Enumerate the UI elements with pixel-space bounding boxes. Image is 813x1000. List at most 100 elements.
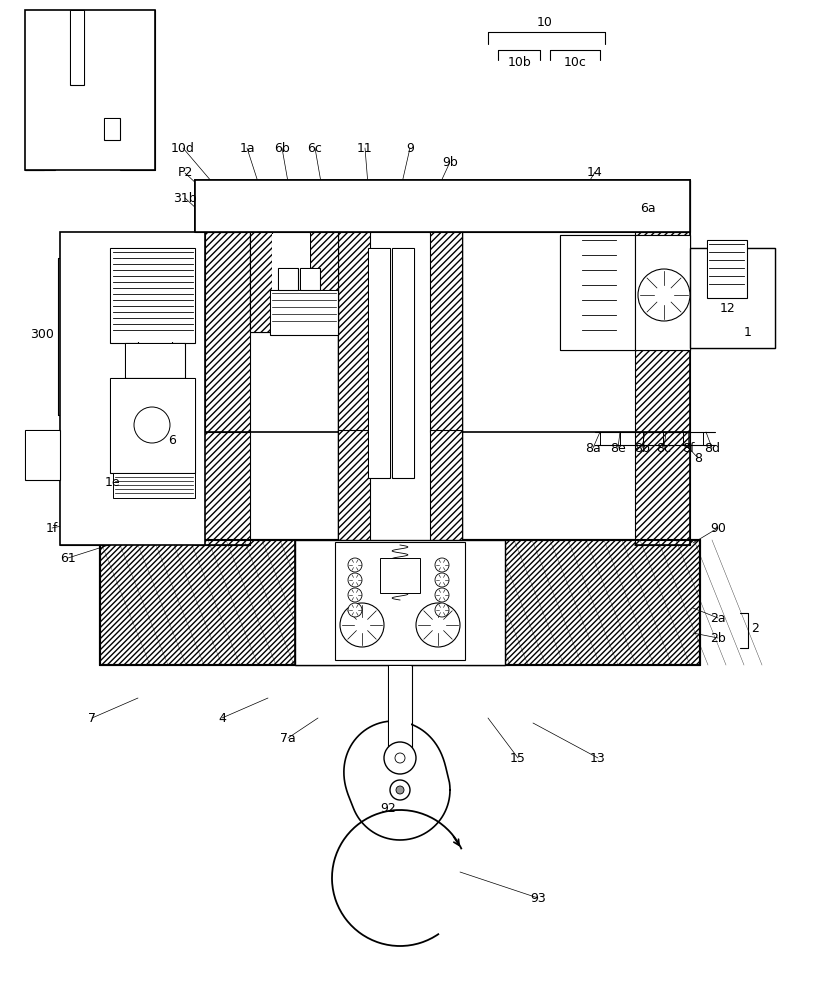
Circle shape [638,269,690,321]
Text: 2: 2 [751,621,759,635]
Bar [368,248,390,478]
Bar [335,542,465,660]
Bar [295,540,505,665]
Bar [580,237,618,348]
Bar [113,473,195,498]
Bar [310,232,338,332]
Text: 8a: 8a [585,442,601,454]
Bar [250,232,338,332]
Bar [270,290,338,335]
Circle shape [348,558,362,572]
Bar [705,250,763,346]
Text: 61: 61 [60,552,76,564]
Text: 6b: 6b [274,141,290,154]
Bar [335,542,465,663]
Text: 14: 14 [587,165,603,178]
Text: 2b: 2b [710,632,726,645]
Bar [300,268,320,290]
Text: 12: 12 [720,302,736,314]
Text: 10c: 10c [563,56,586,70]
Text: 1: 1 [744,326,752,340]
Text: 8f: 8f [682,442,694,454]
Bar [392,248,414,478]
Bar [26,431,59,479]
Bar [635,235,690,350]
Bar [381,559,419,592]
Bar [369,249,390,477]
Bar [195,180,690,232]
Circle shape [435,573,449,587]
Bar [690,248,775,348]
Bar [125,343,185,378]
Bar [430,232,462,432]
Circle shape [348,603,362,617]
Bar [640,180,690,232]
Bar [60,232,110,545]
Bar [195,232,250,432]
Bar [240,182,650,230]
Bar [25,430,60,480]
Bar [690,248,775,348]
Text: 15: 15 [510,752,526,764]
Text: 8d: 8d [704,442,720,454]
Bar [25,10,55,170]
Text: 11: 11 [357,141,373,154]
Bar [388,665,412,765]
Circle shape [340,603,384,647]
Circle shape [134,407,170,443]
Text: 8e: 8e [610,442,626,454]
Bar [111,249,195,342]
Bar [110,378,195,473]
Text: 1e: 1e [104,477,120,489]
Bar [25,10,155,170]
Bar [195,232,205,432]
Text: 1a: 1a [239,141,254,154]
Bar [110,234,195,543]
Text: 9b: 9b [442,155,458,168]
Bar [430,232,462,545]
Circle shape [390,780,410,800]
Bar [195,180,240,232]
Text: 300: 300 [30,328,54,342]
Bar [272,234,310,332]
Bar [635,232,690,432]
Bar [338,232,370,545]
Bar [278,268,298,290]
Text: 6a: 6a [640,202,656,215]
Bar [708,241,746,297]
Circle shape [435,603,449,617]
Bar [111,379,195,472]
Bar [55,12,120,168]
Bar [60,232,205,545]
Polygon shape [100,540,700,665]
Bar [104,118,120,140]
Circle shape [395,753,405,763]
Bar [338,430,370,545]
Bar [120,10,155,170]
Text: 92: 92 [380,802,396,814]
Bar [195,180,690,232]
Text: 10b: 10b [508,56,532,70]
Bar [271,291,337,334]
Text: 8b: 8b [634,442,650,454]
Circle shape [435,558,449,572]
Text: 8: 8 [694,452,702,464]
Bar [110,248,195,343]
Circle shape [416,603,460,647]
Circle shape [396,786,404,794]
Text: 10: 10 [537,15,553,28]
Bar [279,269,297,289]
Text: 6c: 6c [307,141,323,154]
Bar [393,249,414,477]
Text: 31b: 31b [173,192,197,205]
Bar [338,232,370,432]
Bar [70,10,84,85]
Bar [295,540,335,665]
Text: 7a: 7a [280,732,296,744]
Bar [650,237,678,348]
Bar [195,180,690,232]
Bar [380,558,420,593]
Bar [138,318,172,343]
Bar [430,430,462,545]
Bar [389,666,411,764]
